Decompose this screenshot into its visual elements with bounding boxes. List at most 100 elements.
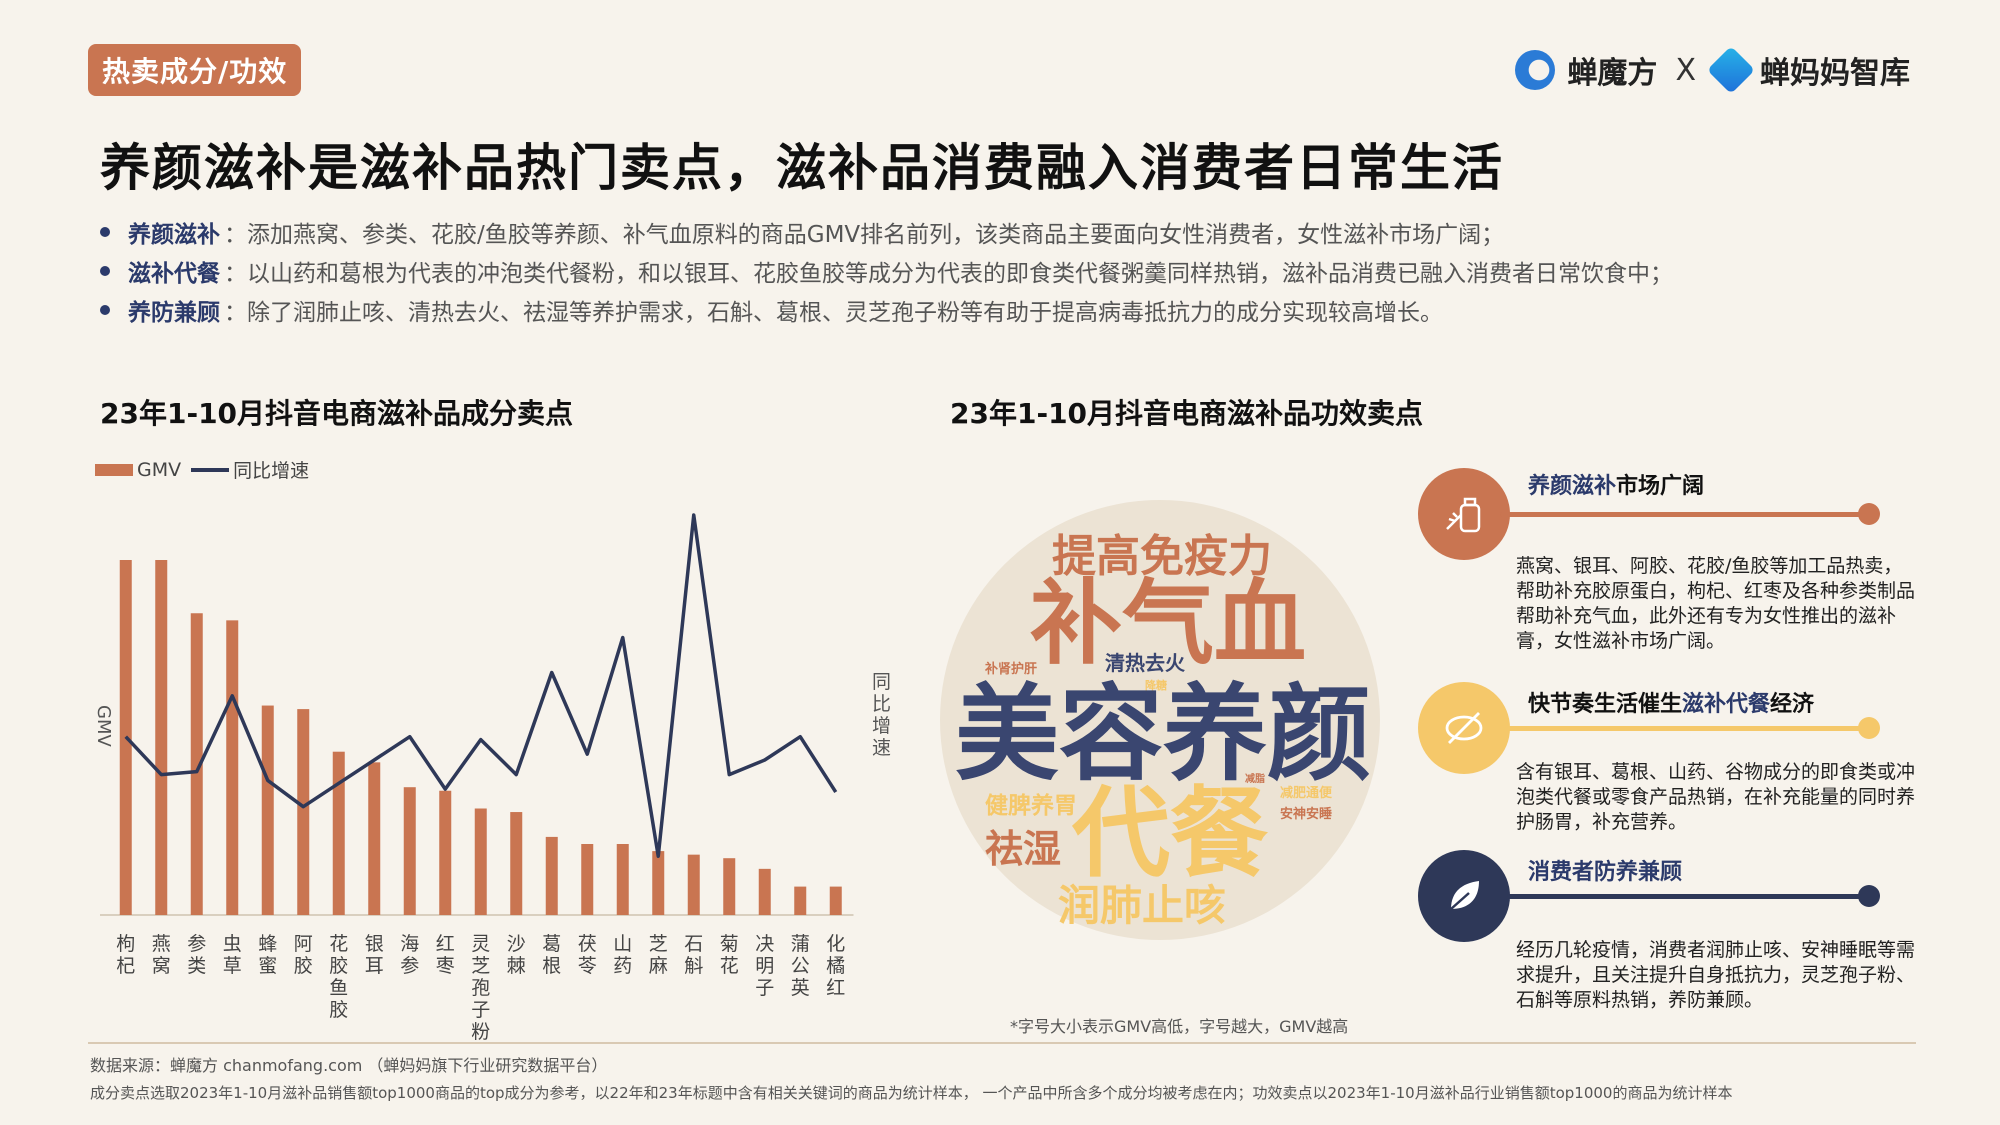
chart-legend: GMV 同比增速 xyxy=(95,456,309,483)
category-label-char: 红 xyxy=(436,933,455,955)
bullet-key: 滋补代餐 xyxy=(128,260,220,287)
category-label-char: 子 xyxy=(755,977,774,999)
category-label-char: 花 xyxy=(329,933,348,955)
category-label-char: 粉 xyxy=(471,1021,490,1043)
insight-2-dot xyxy=(1858,717,1880,739)
bullet-item: 滋补代餐 ：以山药和葛根为代表的冲泡类代餐粉，和以银耳、花胶鱼胶等成分为代表的即… xyxy=(100,251,1920,290)
gmv-bar xyxy=(332,751,345,915)
insight-1-dot xyxy=(1858,503,1880,525)
insight-2-title-rest: 经济 xyxy=(1770,692,1815,717)
insight-1-line xyxy=(1500,512,1870,517)
gmv-bar xyxy=(474,808,487,915)
wordcloud-word: 补气血 xyxy=(1030,570,1307,677)
gmv-bar xyxy=(829,886,842,915)
category-label-char: 决 xyxy=(755,933,774,955)
wordcloud-word: 减肥通便 xyxy=(1280,786,1333,801)
category-label-char: 石 xyxy=(684,933,703,955)
category-label-char: 苓 xyxy=(578,955,597,977)
category-label-char: 燕 xyxy=(152,933,171,955)
wordcloud-word: 降糖 xyxy=(1145,679,1167,692)
insight-2-title-pre: 快节奏生活催生 xyxy=(1528,692,1683,717)
bullet-item: 养防兼顾 ：除了润肺止咳、清热去火、祛湿等养护需求，石斛、葛根、灵芝孢子粉等有助… xyxy=(100,290,1920,329)
y-axis-label: GMV xyxy=(93,705,114,747)
category-label-char: 窝 xyxy=(152,955,171,977)
gmv-bar xyxy=(758,868,771,915)
category-label-char: 草 xyxy=(223,955,242,977)
chanmofang-logo-icon xyxy=(1515,50,1556,90)
y2-axis-label-char: 同 xyxy=(872,671,891,693)
category-label-char: 沙 xyxy=(507,933,526,955)
wordcloud-word: 补肾护肝 xyxy=(985,662,1038,677)
footnote: 成分卖点选取2023年1-10月滋补品销售额top1000商品的top成分为参考… xyxy=(90,1084,1733,1102)
category-label-char: 菊 xyxy=(720,933,739,955)
insight-3-line xyxy=(1500,894,1870,899)
wordcloud-word: 安神安睡 xyxy=(1280,807,1333,822)
gmv-bar xyxy=(261,705,274,915)
category-label-char: 斛 xyxy=(684,955,703,977)
data-source: 数据来源：蝉魔方 chanmofang.com （蝉妈妈旗下行业研究数据平台） xyxy=(90,1056,608,1075)
category-label-char: 枸 xyxy=(116,933,135,955)
legend-gmv-label: GMV xyxy=(137,458,182,481)
category-label-char: 孢 xyxy=(471,977,490,999)
category-label-char: 英 xyxy=(791,977,810,999)
y2-axis-label-char: 增 xyxy=(872,715,891,737)
no-meal-icon xyxy=(1445,712,1483,744)
y2-axis-label-char: 速 xyxy=(872,737,891,759)
gmv-bar xyxy=(794,886,807,915)
wordcloud-word: 代餐 xyxy=(1072,777,1269,891)
wordcloud-word: 减脂 xyxy=(1245,774,1265,785)
wordcloud-note: *字号大小表示GMV高低，字号越大，GMV越高 xyxy=(1010,1017,1349,1036)
wordcloud-word: 美容养颜 xyxy=(955,673,1372,795)
category-label-char: 子 xyxy=(471,999,490,1021)
gmv-bar xyxy=(226,620,239,915)
category-label-char: 阿 xyxy=(294,933,313,955)
bullet-key: 养颜滋补 xyxy=(128,221,220,248)
category-label-char: 胶 xyxy=(329,999,348,1021)
gmv-bar xyxy=(652,851,665,915)
wordcloud-word: 提高免疫力 xyxy=(1052,531,1272,582)
wordcloud-circle xyxy=(940,500,1380,940)
brand1-name: 蝉魔方 xyxy=(1567,56,1658,91)
chart-title: 23年1-10月抖音电商滋补品成分卖点 xyxy=(100,397,574,430)
insight-3-title-hl: 消费者防养兼顾 xyxy=(1528,860,1683,885)
legend-growth-swatch xyxy=(191,467,230,472)
gmv-bar xyxy=(297,709,310,915)
wordcloud-word: 祛湿 xyxy=(985,827,1062,871)
category-label-char: 枣 xyxy=(436,955,455,977)
category-label-char: 胶 xyxy=(294,955,313,977)
wordcloud-word: 健脾养胃 xyxy=(985,793,1077,819)
category-label-char: 蜜 xyxy=(258,955,277,977)
bullet-text: ：除了润肺止咳、清热去火、祛湿等养护需求，石斛、葛根、灵芝孢子粉等有助于提高病毒… xyxy=(224,299,1443,326)
gmv-bar xyxy=(687,854,700,915)
logos: 蝉魔方 X 蝉妈妈智库 xyxy=(1515,45,1910,95)
brand2-name: 蝉妈妈智库 xyxy=(1760,56,1910,91)
gmv-bar xyxy=(616,844,629,915)
ingredient-chart: GMV同比增速枸杞燕窝参类虫草蜂蜜阿胶花胶鱼胶银耳海参红枣灵芝孢子粉沙棘葛根茯苓… xyxy=(93,513,891,1043)
insight-1-title-hl: 养颜滋补 xyxy=(1528,474,1617,499)
insight-3-badge xyxy=(1418,850,1510,942)
insight-2-text: 含有银耳、葛根、山药、谷物成分的即食类或冲泡类代餐或零食产品热销，在补充能量的同… xyxy=(1516,761,1916,833)
gmv-bar xyxy=(368,762,381,915)
gmv-bar xyxy=(439,790,452,915)
category-label-char: 棘 xyxy=(507,955,526,977)
gmv-bar xyxy=(545,836,558,915)
category-label-char: 类 xyxy=(187,955,206,977)
wordcloud-word: 清热去火 xyxy=(1105,651,1185,675)
category-label-char: 红 xyxy=(826,977,845,999)
logo-separator: X xyxy=(1675,52,1696,88)
insight-1-title-rest: 市场广阔 xyxy=(1616,474,1705,499)
gmv-bar xyxy=(581,844,594,915)
bullet-dot-icon xyxy=(100,226,110,237)
insight-1-text: 燕窝、银耳、阿胶、花胶/鱼胶等加工品热卖，帮助补充胶原蛋白，枸杞、红枣及各种参类… xyxy=(1516,555,1916,652)
insight-2-title: 快节奏生活催生滋补代餐经济 xyxy=(1528,686,1814,718)
category-label-char: 杞 xyxy=(116,955,135,977)
wordcloud-word: 润肺止咳 xyxy=(1058,881,1227,930)
section-tag: 热卖成分/功效 xyxy=(88,44,302,96)
category-label-char: 胶 xyxy=(329,955,348,977)
category-label-char: 茯 xyxy=(578,933,597,955)
bullet-item: 养颜滋补 ：添加燕窝、参类、花胶/鱼胶等养颜、补气血原料的商品GMV排名前列，该… xyxy=(100,212,1920,251)
wordcloud-title: 23年1-10月抖音电商滋补品功效卖点 xyxy=(950,397,1424,430)
category-label-char: 参 xyxy=(187,933,206,955)
insight-3-dot xyxy=(1858,885,1880,907)
category-label-char: 葛 xyxy=(542,933,561,955)
